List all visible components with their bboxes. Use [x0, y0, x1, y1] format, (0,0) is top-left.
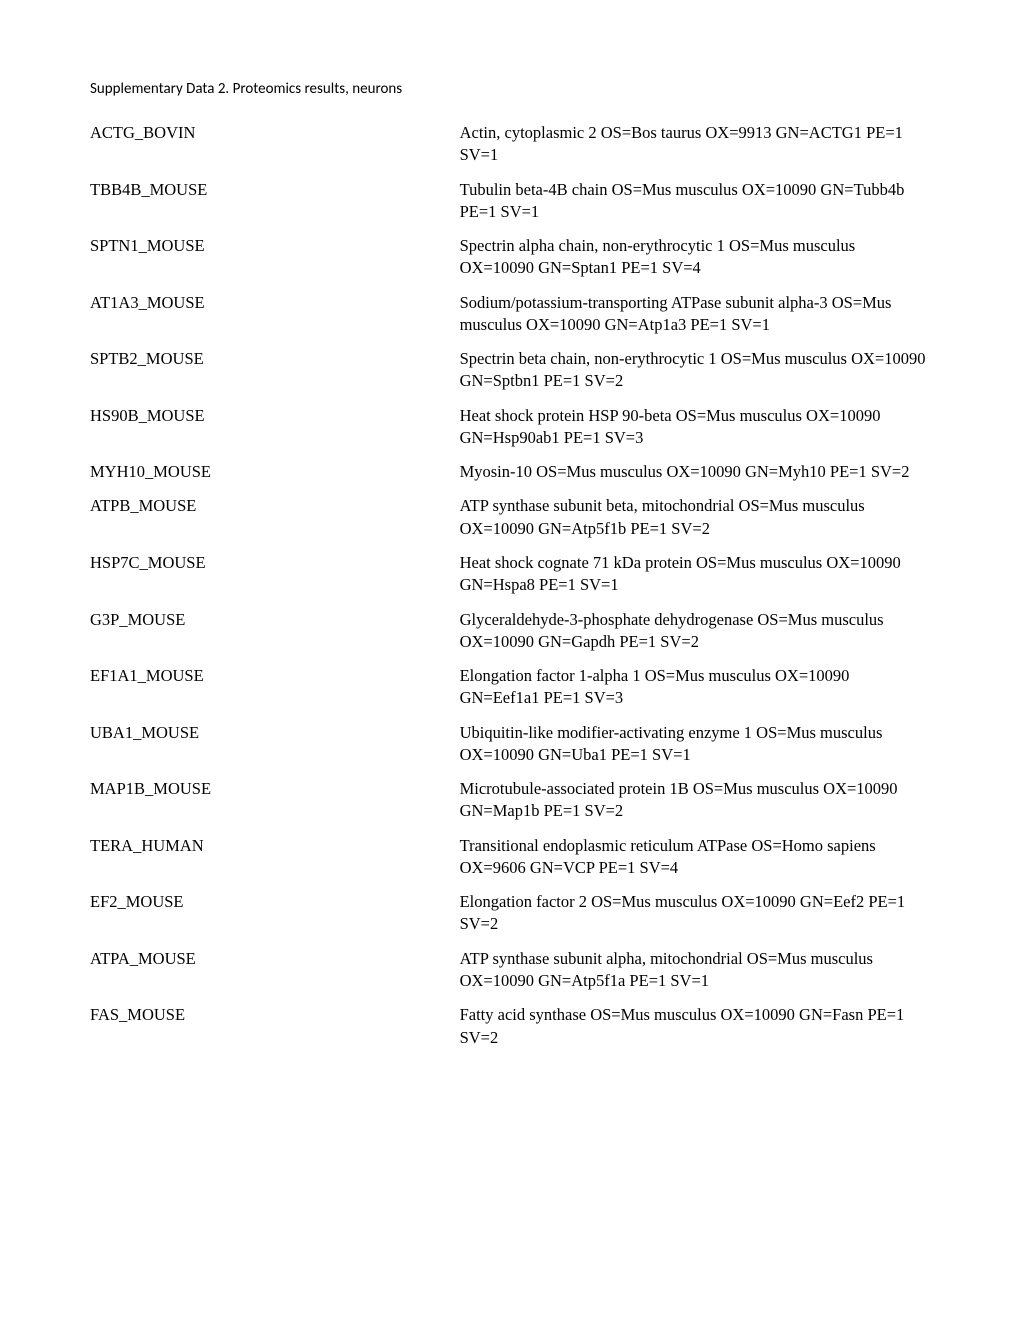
table-row: SPTB2_MOUSESpectrin beta chain, non-eryt… [90, 342, 930, 399]
protein-id: TERA_HUMAN [90, 829, 460, 886]
protein-description: Heat shock protein HSP 90-beta OS=Mus mu… [460, 399, 930, 456]
protein-id: MAP1B_MOUSE [90, 772, 460, 829]
protein-id: SPTB2_MOUSE [90, 342, 460, 399]
table-row: FAS_MOUSEFatty acid synthase OS=Mus musc… [90, 998, 930, 1055]
protein-description: ATP synthase subunit beta, mitochondrial… [460, 489, 930, 546]
protein-id: ATPA_MOUSE [90, 942, 460, 999]
protein-description: Fatty acid synthase OS=Mus musculus OX=1… [460, 998, 930, 1055]
table-row: TBB4B_MOUSETubulin beta-4B chain OS=Mus … [90, 173, 930, 230]
table-row: HS90B_MOUSEHeat shock protein HSP 90-bet… [90, 399, 930, 456]
protein-description: Myosin-10 OS=Mus musculus OX=10090 GN=My… [460, 455, 930, 489]
protein-id: TBB4B_MOUSE [90, 173, 460, 230]
protein-id: MYH10_MOUSE [90, 455, 460, 489]
protein-id: HSP7C_MOUSE [90, 546, 460, 603]
table-row: UBA1_MOUSEUbiquitin-like modifier-activa… [90, 716, 930, 773]
protein-id: AT1A3_MOUSE [90, 286, 460, 343]
protein-description: Elongation factor 1-alpha 1 OS=Mus muscu… [460, 659, 930, 716]
table-row: HSP7C_MOUSEHeat shock cognate 71 kDa pro… [90, 546, 930, 603]
protein-description: Spectrin beta chain, non-erythrocytic 1 … [460, 342, 930, 399]
table-row: EF1A1_MOUSEElongation factor 1-alpha 1 O… [90, 659, 930, 716]
protein-id: FAS_MOUSE [90, 998, 460, 1055]
protein-description: Ubiquitin-like modifier-activating enzym… [460, 716, 930, 773]
protein-description: Glyceraldehyde-3-phosphate dehydrogenase… [460, 603, 930, 660]
protein-description: Transitional endoplasmic reticulum ATPas… [460, 829, 930, 886]
table-row: ATPA_MOUSEATP synthase subunit alpha, mi… [90, 942, 930, 999]
table-row: SPTN1_MOUSESpectrin alpha chain, non-ery… [90, 229, 930, 286]
table-row: TERA_HUMANTransitional endoplasmic retic… [90, 829, 930, 886]
protein-id: UBA1_MOUSE [90, 716, 460, 773]
protein-description: Sodium/potassium-transporting ATPase sub… [460, 286, 930, 343]
table-row: EF2_MOUSEElongation factor 2 OS=Mus musc… [90, 885, 930, 942]
protein-description: Elongation factor 2 OS=Mus musculus OX=1… [460, 885, 930, 942]
protein-id: HS90B_MOUSE [90, 399, 460, 456]
protein-id: SPTN1_MOUSE [90, 229, 460, 286]
protein-description: Tubulin beta-4B chain OS=Mus musculus OX… [460, 173, 930, 230]
protein-id: ATPB_MOUSE [90, 489, 460, 546]
protein-id: EF2_MOUSE [90, 885, 460, 942]
table-row: ACTG_BOVINActin, cytoplasmic 2 OS=Bos ta… [90, 116, 930, 173]
protein-description: Microtubule-associated protein 1B OS=Mus… [460, 772, 930, 829]
protein-description: Spectrin alpha chain, non-erythrocytic 1… [460, 229, 930, 286]
protein-id: ACTG_BOVIN [90, 116, 460, 173]
table-row: MYH10_MOUSEMyosin-10 OS=Mus musculus OX=… [90, 455, 930, 489]
protein-description: Heat shock cognate 71 kDa protein OS=Mus… [460, 546, 930, 603]
protein-description: Actin, cytoplasmic 2 OS=Bos taurus OX=99… [460, 116, 930, 173]
table-row: AT1A3_MOUSESodium/potassium-transporting… [90, 286, 930, 343]
proteomics-table: ACTG_BOVINActin, cytoplasmic 2 OS=Bos ta… [90, 116, 930, 1055]
table-row: MAP1B_MOUSEMicrotubule-associated protei… [90, 772, 930, 829]
protein-id: EF1A1_MOUSE [90, 659, 460, 716]
document-title: Supplementary Data 2. Proteomics results… [90, 80, 930, 98]
table-row: G3P_MOUSEGlyceraldehyde-3-phosphate dehy… [90, 603, 930, 660]
table-row: ATPB_MOUSEATP synthase subunit beta, mit… [90, 489, 930, 546]
protein-id: G3P_MOUSE [90, 603, 460, 660]
protein-description: ATP synthase subunit alpha, mitochondria… [460, 942, 930, 999]
